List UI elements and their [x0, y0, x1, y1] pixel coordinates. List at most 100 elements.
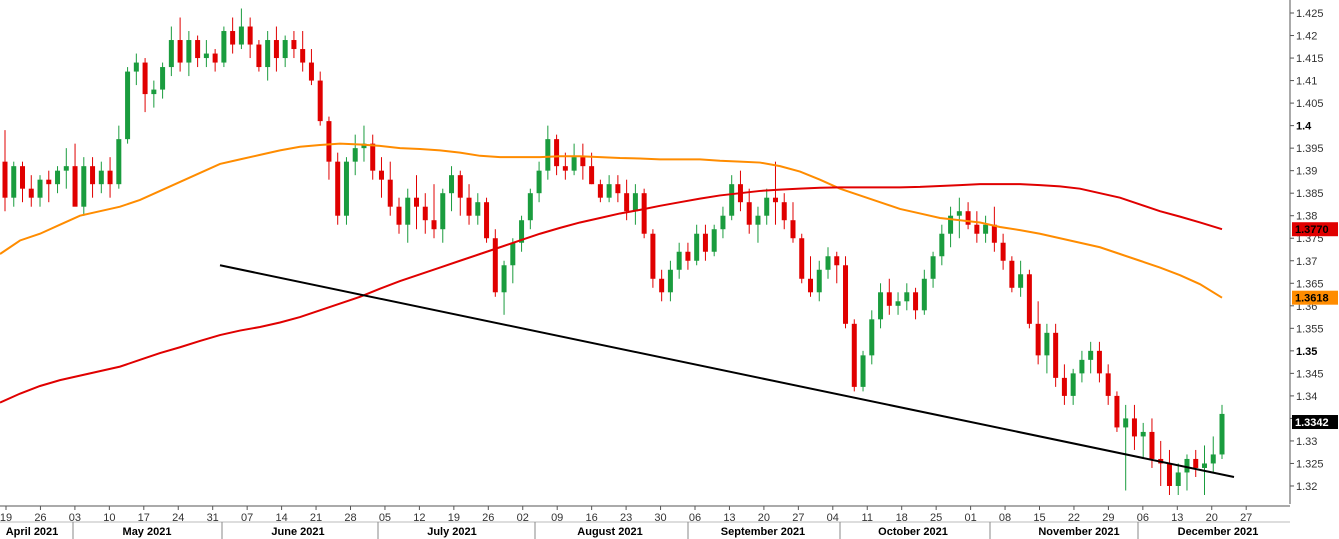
candle-body	[46, 179, 52, 185]
indicator-lines	[0, 142, 1235, 478]
candle	[256, 40, 262, 72]
candle-body	[160, 67, 166, 90]
price-tick-label: 1.375	[1296, 233, 1324, 245]
candle	[63, 148, 69, 189]
candle	[641, 188, 647, 239]
candle-body	[904, 292, 910, 302]
date-tick-label: 02	[517, 512, 529, 524]
candle	[746, 188, 752, 234]
date-tick-label: 26	[482, 512, 494, 524]
candle-body	[624, 193, 630, 212]
candle-body	[28, 188, 34, 198]
candle	[46, 170, 52, 203]
candle	[300, 31, 306, 72]
candle-body	[799, 238, 805, 279]
candle	[37, 175, 43, 207]
candle	[948, 206, 954, 248]
candle	[449, 166, 455, 212]
candle-body	[641, 193, 647, 234]
candle	[825, 247, 831, 279]
candle-body	[230, 31, 236, 45]
candle	[1096, 341, 1102, 383]
date-tick-label: 11	[862, 512, 873, 524]
date-tick-label: 23	[620, 512, 632, 524]
candle-body	[370, 143, 376, 171]
price-tick-label: 1.35	[1296, 346, 1317, 358]
candle	[151, 80, 157, 108]
candle	[930, 251, 936, 288]
price-tick-label: 1.365	[1296, 278, 1324, 290]
candle-body	[1114, 395, 1120, 428]
candle	[352, 134, 358, 176]
candle-body	[948, 215, 954, 234]
candle	[203, 40, 209, 68]
candle-body	[519, 220, 525, 243]
candle-body	[55, 170, 61, 185]
candle-body	[834, 256, 840, 266]
candle-body	[1175, 472, 1181, 486]
candle	[983, 215, 989, 243]
candle	[816, 260, 822, 302]
candle	[711, 224, 717, 257]
month-label: December 2021	[1178, 526, 1259, 538]
date-tick-label: 26	[34, 512, 46, 524]
candle	[370, 134, 376, 180]
candle-body	[510, 242, 516, 266]
candle-body	[1166, 463, 1172, 486]
candle-body	[694, 233, 700, 261]
price-tag-box	[1292, 290, 1338, 305]
candle	[273, 26, 279, 72]
candle	[1053, 323, 1059, 387]
candle-body	[1219, 413, 1225, 455]
candle-body	[1193, 458, 1199, 468]
candle-body	[492, 238, 498, 293]
candle-body	[1105, 373, 1111, 396]
candle-body	[1035, 323, 1041, 356]
candle	[361, 125, 367, 162]
candle-body	[151, 89, 157, 95]
candle-body	[484, 202, 490, 239]
candle-body	[125, 71, 131, 140]
price-tick-label: 1.32	[1296, 481, 1317, 493]
candle-body	[1070, 373, 1076, 396]
candle-body	[983, 224, 989, 234]
candle	[545, 125, 551, 180]
candle-body	[536, 170, 542, 194]
candle	[527, 188, 533, 230]
candle-body	[702, 233, 708, 252]
candle	[606, 175, 612, 203]
candle	[921, 269, 927, 315]
month-label: November 2021	[1038, 526, 1119, 538]
price-tick-label: 1.38	[1296, 211, 1317, 223]
candle	[343, 157, 349, 225]
date-tick-label: 27	[792, 512, 804, 524]
date-tick-label: 17	[138, 512, 150, 524]
date-tick-label: 09	[551, 512, 563, 524]
candle-body	[764, 197, 770, 216]
candle-body	[921, 278, 927, 311]
date-tick-label: 15	[1033, 512, 1045, 524]
candle-body	[589, 166, 595, 185]
price-tick-label: 1.395	[1296, 143, 1324, 155]
candle-body	[177, 40, 183, 63]
date-tick-label: 21	[310, 512, 322, 524]
candle-body	[1026, 274, 1032, 324]
candle-body	[939, 233, 945, 257]
candle	[1018, 260, 1024, 297]
moving-average-orange	[0, 142, 1223, 299]
price-tick-label: 1.42	[1296, 31, 1317, 43]
candle	[685, 242, 691, 270]
candle	[282, 35, 288, 68]
candle	[589, 152, 595, 185]
candle-body	[475, 202, 481, 216]
date-tick-label: 05	[379, 512, 391, 524]
candle-body	[869, 319, 875, 356]
candle-body	[212, 53, 218, 63]
candle	[107, 157, 113, 198]
candle-body	[1061, 377, 1067, 396]
candle	[632, 184, 638, 225]
candle	[1193, 449, 1199, 477]
candle-body	[1131, 418, 1137, 437]
candle	[20, 161, 26, 203]
